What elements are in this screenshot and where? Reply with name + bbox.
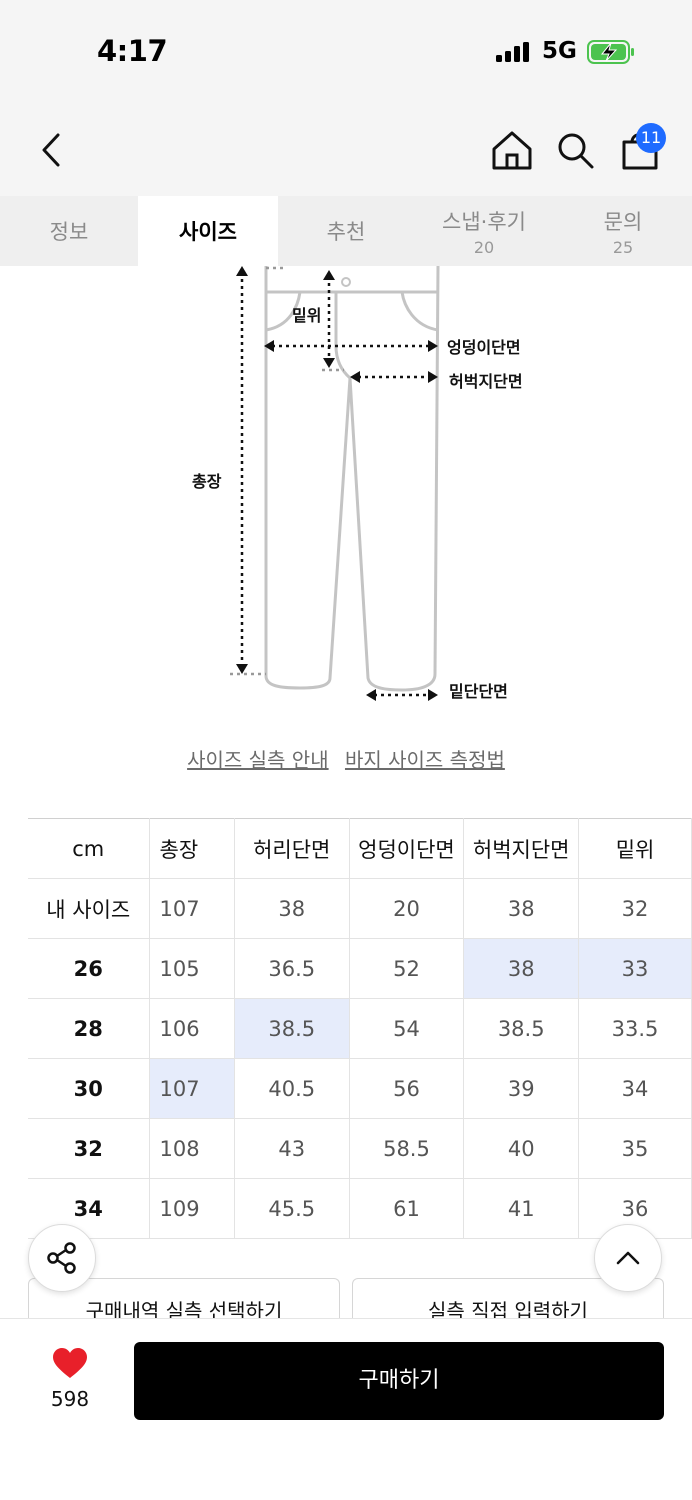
table-row[interactable]: 32 108 43 58.5 40 35 (28, 1118, 692, 1179)
share-icon (47, 1242, 76, 1274)
table-cell: 41 (463, 1178, 580, 1239)
table-row[interactable]: 30 107 40.5 56 39 34 (28, 1058, 692, 1119)
tab-size[interactable]: 사이즈 (138, 196, 278, 266)
tab-inquiry[interactable]: 문의 25 (554, 196, 692, 266)
chevron-up-icon (616, 1251, 640, 1265)
tab-label: 정보 (49, 220, 89, 244)
buy-button[interactable]: 구매하기 (134, 1342, 664, 1420)
table-cell: 39 (463, 1058, 580, 1119)
table-cell: 38 (233, 878, 350, 939)
tab-label: 문의 (603, 209, 643, 234)
tab-count: 25 (612, 237, 634, 257)
header-cell: cm (28, 818, 150, 879)
share-button[interactable] (28, 1224, 96, 1292)
cellular-signal-icon (496, 42, 529, 62)
table-cell: 106 (148, 998, 235, 1059)
home-icon[interactable] (490, 128, 534, 172)
scroll-top-button[interactable] (594, 1224, 662, 1292)
table-cell: 20 (348, 878, 465, 939)
header-cell: 총장 (148, 818, 235, 879)
tab-snap-review[interactable]: 스냅·후기 20 (414, 196, 554, 266)
table-cell: 52 (348, 938, 465, 999)
header-cell: 허리단면 (233, 818, 350, 879)
row-label: 26 (28, 938, 150, 999)
label-length: 총장 (192, 472, 222, 491)
table-cell: 54 (348, 998, 465, 1059)
network-type: 5G (542, 38, 577, 64)
status-bar: 4:17 5G (0, 0, 692, 100)
bottom-purchase-bar: 598 구매하기 (0, 1318, 692, 1500)
table-cell: 107 (148, 1058, 235, 1119)
table-cell: 38.5 (233, 998, 350, 1059)
table-cell: 108 (148, 1118, 235, 1179)
tab-label: 사이즈 (179, 220, 237, 244)
table-cell: 35 (578, 1118, 692, 1179)
table-cell: 61 (348, 1178, 465, 1239)
size-guide-links: 사이즈 실측 안내 바지 사이즈 측정법 (0, 744, 692, 773)
battery-charging-icon (587, 40, 634, 64)
table-cell: 56 (348, 1058, 465, 1119)
table-cell: 36.5 (233, 938, 350, 999)
table-cell: 38 (463, 878, 580, 939)
table-cell: 40.5 (233, 1058, 350, 1119)
like-count: 598 (50, 1387, 90, 1411)
header-cell: 허벅지단면 (463, 818, 580, 879)
label-hip: 엉덩이단면 (447, 338, 521, 357)
table-cell: 34 (578, 1058, 692, 1119)
label-rise: 밑위 (292, 306, 322, 325)
table-cell: 38.5 (463, 998, 580, 1059)
size-table: cm 총장 허리단면 엉덩이단면 허벅지단면 밑위 내 사이즈 107 38 2… (28, 818, 692, 1239)
table-cell: 109 (148, 1178, 235, 1239)
tab-label: 스냅·후기 (442, 209, 526, 234)
table-row[interactable]: 34 109 45.5 61 41 36 (28, 1178, 692, 1239)
table-cell: 40 (463, 1118, 580, 1179)
label-thigh: 허벅지단면 (449, 372, 523, 391)
table-cell: 32 (578, 878, 692, 939)
table-cell: 33.5 (578, 998, 692, 1059)
back-arrow-icon[interactable] (34, 130, 68, 170)
header-cell: 엉덩이단면 (348, 818, 465, 879)
measure-howto-link[interactable]: 바지 사이즈 측정법 (344, 748, 505, 772)
table-row[interactable]: 28 106 38.5 54 38.5 33.5 (28, 998, 692, 1059)
table-cell: 105 (148, 938, 235, 999)
tab-label: 추천 (326, 220, 366, 244)
search-icon[interactable] (555, 130, 595, 170)
row-label: 30 (28, 1058, 150, 1119)
table-row: 내 사이즈 107 38 20 38 32 (28, 878, 692, 939)
status-time: 4:17 (97, 34, 168, 68)
row-label: 32 (28, 1118, 150, 1179)
header-cell: 밑위 (578, 818, 692, 879)
product-tabs: 정보 사이즈 추천 스냅·후기 20 문의 25 (0, 196, 692, 266)
tab-info[interactable]: 정보 (0, 196, 138, 266)
table-cell: 58.5 (348, 1118, 465, 1179)
heart-icon[interactable] (52, 1347, 88, 1379)
table-cell: 33 (578, 938, 692, 999)
pants-outline-illustration (230, 266, 440, 701)
table-header-row: cm 총장 허리단면 엉덩이단면 허벅지단면 밑위 (28, 818, 692, 879)
tab-recommend[interactable]: 추천 (278, 196, 414, 266)
row-label: 28 (28, 998, 150, 1059)
tab-count: 20 (473, 237, 495, 257)
row-label: 내 사이즈 (28, 878, 150, 939)
table-row[interactable]: 26 105 36.5 52 38 33 (28, 938, 692, 999)
size-guide-link[interactable]: 사이즈 실측 안내 (187, 748, 329, 772)
top-nav-bar (0, 100, 692, 196)
table-cell: 45.5 (233, 1178, 350, 1239)
pants-size-diagram: 밑위 엉덩이단면 허벅지단면 총장 밑단단면 (0, 266, 692, 736)
table-cell: 38 (463, 938, 580, 999)
label-hem: 밑단단면 (449, 682, 508, 701)
cart-count-badge: 11 (636, 123, 666, 153)
table-cell: 43 (233, 1118, 350, 1179)
table-cell: 36 (578, 1178, 692, 1239)
table-cell: 107 (148, 878, 235, 939)
